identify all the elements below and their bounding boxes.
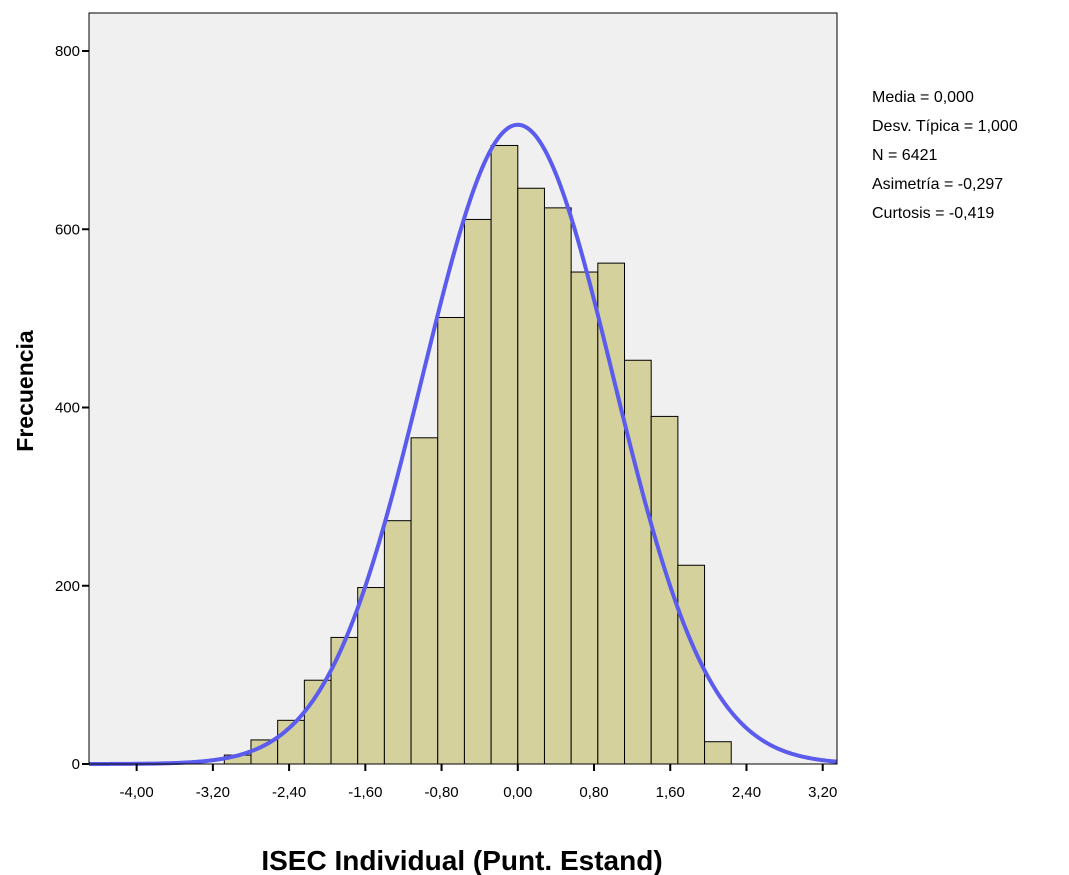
histogram-bar [543, 207, 572, 765]
histogram-bar [597, 262, 626, 765]
y-tick-label: 800 [55, 43, 80, 60]
histogram-bar [490, 144, 519, 765]
y-tick-label: 200 [55, 578, 80, 595]
histogram-bar [624, 359, 652, 765]
histogram-bar [704, 741, 732, 765]
normal-curve [89, 122, 838, 766]
y-axis: 0 200 400 600 800 [55, 43, 89, 773]
x-tick-label: -2,40 [272, 784, 306, 801]
x-tick-label: 0,80 [579, 784, 608, 801]
histogram-bar [410, 437, 439, 765]
y-tick-label: 0 [72, 756, 80, 773]
histogram-bars [223, 144, 732, 765]
stat-kurtosis: Curtosis = -0,419 [872, 205, 995, 222]
x-tick-label: -4,00 [120, 784, 154, 801]
x-tick-label: 1,60 [656, 784, 685, 801]
stat-skewness: Asimetría = -0,297 [872, 176, 1004, 193]
x-tick-label: 3,20 [808, 784, 837, 801]
stat-mean: Media = 0,000 [872, 89, 974, 106]
x-axis-title: ISEC Individual (Punt. Estand) [261, 845, 662, 875]
plot-frame [88, 12, 838, 765]
stat-n: N = 6421 [872, 147, 938, 164]
y-tick-label: 400 [55, 400, 80, 417]
x-tick-label: 2,40 [732, 784, 761, 801]
x-tick-label: -3,20 [196, 784, 230, 801]
y-tick-label: 600 [55, 221, 80, 238]
x-axis: -4,00 -3,20 -2,40 -1,60 -0,80 0,00 0,80 1,60 2,4… [120, 764, 837, 801]
histogram-bar [463, 218, 492, 765]
histogram-bar [650, 415, 679, 765]
x-tick-label: -0,80 [424, 784, 458, 801]
histogram-bar [383, 520, 412, 765]
x-tick-label: 0,00 [503, 784, 532, 801]
statistics-legend: Media = 0,000 Desv. Típica = 1,000 N = 6… [872, 83, 1018, 228]
stat-std-dev: Desv. Típica = 1,000 [872, 118, 1018, 135]
histogram-bar [517, 187, 545, 765]
histogram-bar [570, 271, 599, 765]
histogram-bar [357, 587, 385, 765]
x-tick-label: -1,60 [348, 784, 382, 801]
histogram-bar [330, 636, 359, 765]
y-axis-title: Frecuencia [12, 330, 38, 452]
histogram-bar [437, 316, 465, 765]
